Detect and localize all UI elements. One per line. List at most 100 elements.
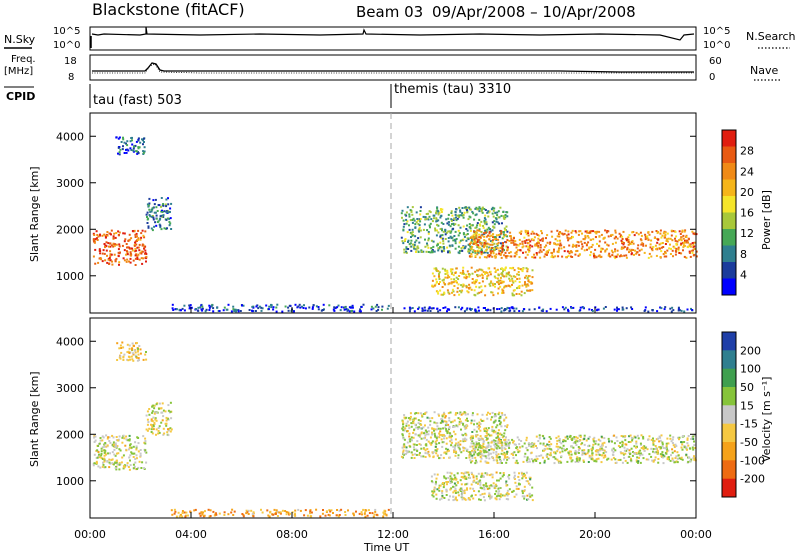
echo-pixel xyxy=(463,477,466,480)
echo-pixel xyxy=(623,254,626,257)
echo-pixel xyxy=(625,449,628,452)
echo-pixel xyxy=(440,246,443,249)
echo-pixel xyxy=(630,253,633,256)
echo-pixel xyxy=(447,213,450,216)
echo-pixel xyxy=(672,255,674,258)
echo-pixel xyxy=(664,252,667,255)
echo-pixel xyxy=(524,276,526,279)
echo-pixel xyxy=(403,414,406,417)
echo-pixel xyxy=(525,285,528,288)
echo-pixel xyxy=(570,250,573,253)
echo-pixel xyxy=(133,145,135,148)
echo-pixel xyxy=(693,455,695,458)
echo-pixel xyxy=(518,443,521,446)
echo-pixel xyxy=(108,466,111,469)
echo-pixel xyxy=(275,306,278,309)
echo-pixel xyxy=(472,241,475,244)
echo-pixel xyxy=(297,305,300,308)
echo-pixel xyxy=(498,249,501,252)
echo-pixel xyxy=(437,427,440,430)
echo-pixel xyxy=(446,430,449,433)
echo-pixel xyxy=(426,309,429,312)
echo-pixel xyxy=(638,456,640,459)
echo-pixel xyxy=(548,249,551,252)
echo-pixel xyxy=(350,310,353,312)
echo-pixel xyxy=(481,269,484,272)
echo-pixel xyxy=(487,243,490,246)
echo-pixel xyxy=(675,235,678,238)
echo-pixel xyxy=(482,440,485,443)
echo-pixel xyxy=(576,240,579,243)
echo-pixel xyxy=(138,243,141,246)
echo-pixel xyxy=(674,443,677,446)
echo-pixel xyxy=(614,231,617,234)
echo-pixel xyxy=(113,253,116,256)
echo-pixel xyxy=(491,250,494,253)
echo-pixel xyxy=(624,439,627,442)
echo-pixel xyxy=(654,244,657,247)
echo-pixel xyxy=(471,281,474,284)
echo-pixel xyxy=(678,309,681,312)
echo-pixel xyxy=(461,433,463,436)
echo-pixel xyxy=(529,478,532,481)
echo-pixel xyxy=(146,203,149,206)
echo-pixel xyxy=(494,430,497,433)
echo-pixel xyxy=(464,206,467,209)
echo-pixel xyxy=(152,199,155,202)
echo-pixel xyxy=(534,244,537,247)
echo-pixel xyxy=(439,281,441,283)
echo-pixel xyxy=(473,444,476,447)
colorbar-tick-label: -100 xyxy=(740,454,765,467)
echo-pixel xyxy=(607,457,610,460)
echo-pixel xyxy=(447,308,450,311)
echo-pixel xyxy=(541,309,544,312)
echo-pixel xyxy=(661,451,664,454)
echo-pixel xyxy=(653,459,655,462)
echo-pixel xyxy=(687,246,690,249)
echo-pixel xyxy=(436,207,439,210)
echo-pixel xyxy=(555,243,558,246)
echo-pixel xyxy=(494,217,497,220)
echo-pixel xyxy=(634,436,637,439)
echo-pixel xyxy=(120,351,123,354)
echo-pixel xyxy=(652,437,654,440)
echo-pixel xyxy=(118,261,121,264)
echo-pixel xyxy=(510,452,513,455)
echo-pixel xyxy=(577,233,580,236)
echo-pixel xyxy=(413,247,416,250)
echo-pixel xyxy=(476,274,479,276)
echo-pixel xyxy=(488,487,491,490)
echo-pixel xyxy=(209,515,212,517)
echo-pixel xyxy=(487,274,490,277)
echo-pixel xyxy=(490,246,493,249)
echo-pixel xyxy=(539,239,542,242)
echo-pixel xyxy=(165,211,168,214)
echo-pixel xyxy=(479,435,482,438)
echo-pixel xyxy=(434,445,437,448)
echo-pixel xyxy=(594,442,597,445)
echo-pixel xyxy=(572,441,575,444)
echo-pixel xyxy=(181,512,184,514)
echo-pixel xyxy=(484,250,487,252)
echo-pixel xyxy=(562,233,565,236)
echo-pixel xyxy=(516,278,519,280)
echo-pixel xyxy=(496,211,499,214)
echo-pixel xyxy=(667,237,670,240)
echo-pixel xyxy=(410,456,413,459)
echo-pixel xyxy=(594,236,597,238)
echo-pixel xyxy=(151,426,154,428)
echo-pixel xyxy=(460,214,463,217)
echo-pixel xyxy=(433,432,436,435)
echo-pixel xyxy=(526,480,529,483)
echo-pixel xyxy=(529,240,532,243)
echo-pixel xyxy=(588,308,591,311)
echo-pixel xyxy=(635,252,638,255)
echo-pixel xyxy=(274,513,277,515)
echo-pixel xyxy=(439,228,442,230)
echo-pixel xyxy=(98,442,101,445)
echo-pixel xyxy=(518,231,521,234)
echo-pixel xyxy=(496,243,499,245)
echo-pixel xyxy=(513,478,516,480)
echo-pixel xyxy=(525,476,527,479)
